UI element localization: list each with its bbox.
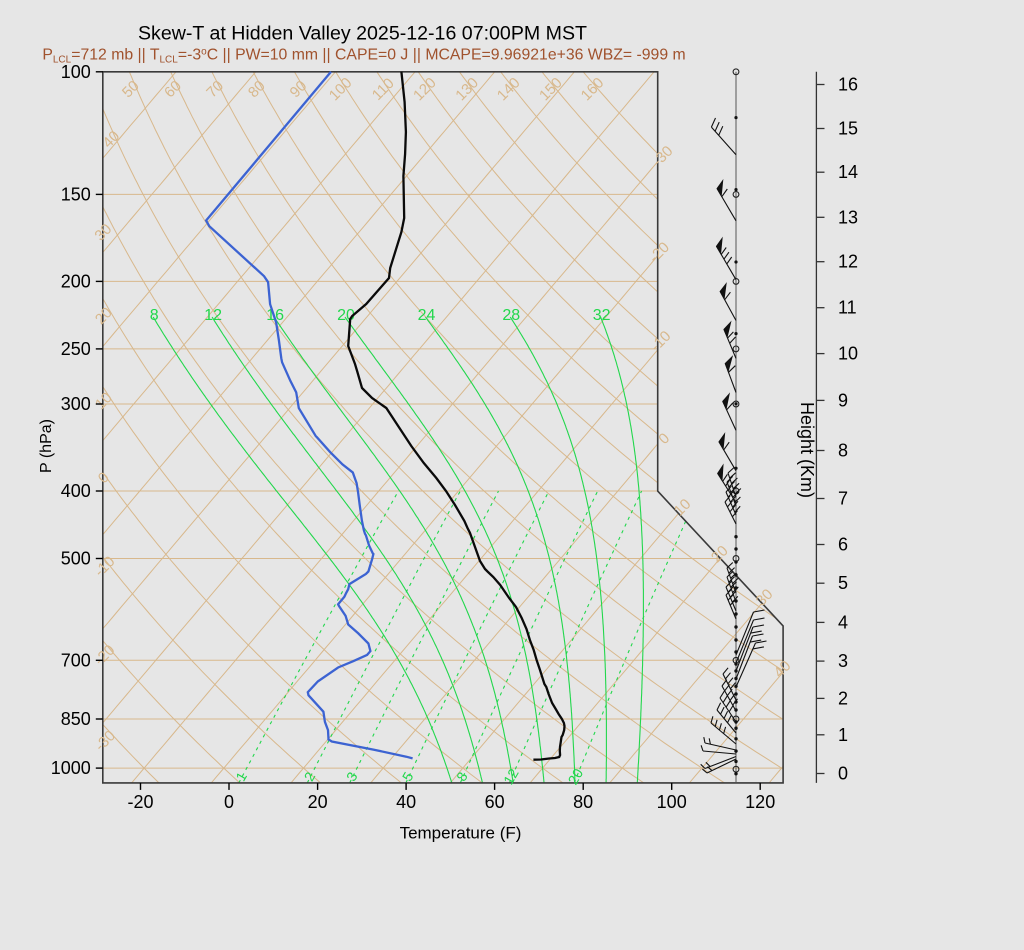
- svg-text:8: 8: [838, 441, 848, 461]
- svg-text:12: 12: [204, 307, 222, 324]
- svg-text:14: 14: [838, 162, 858, 182]
- svg-text:500: 500: [61, 549, 91, 569]
- svg-text:28: 28: [502, 307, 520, 324]
- svg-text:1000: 1000: [51, 758, 91, 778]
- svg-text:120: 120: [745, 792, 775, 812]
- svg-text:250: 250: [61, 339, 91, 359]
- svg-text:11: 11: [838, 298, 857, 318]
- svg-text:Height (Km): Height (Km): [797, 402, 817, 498]
- svg-text:16: 16: [838, 75, 858, 95]
- svg-text:7: 7: [838, 489, 848, 509]
- svg-text:6: 6: [838, 535, 848, 555]
- svg-text:8: 8: [150, 307, 159, 324]
- svg-text:32: 32: [593, 307, 611, 324]
- svg-text:700: 700: [61, 650, 91, 670]
- svg-text:300: 300: [61, 394, 91, 414]
- svg-text:13: 13: [838, 207, 858, 227]
- svg-text:20: 20: [308, 792, 328, 812]
- svg-text:80: 80: [573, 792, 593, 812]
- svg-text:150: 150: [61, 184, 91, 204]
- svg-text:PLCL=712 mb || TLCL=-3oC || PW: PLCL=712 mb || TLCL=-3oC || PW=10 mm || …: [42, 47, 685, 66]
- svg-text:100: 100: [61, 62, 91, 82]
- svg-text:12: 12: [500, 766, 522, 788]
- svg-text:3: 3: [838, 651, 848, 671]
- svg-text:Skew-T at Hidden Valley 2025-1: Skew-T at Hidden Valley 2025-12-16 07:00…: [138, 23, 587, 45]
- svg-text:2: 2: [838, 688, 848, 708]
- svg-text:4: 4: [838, 612, 848, 632]
- svg-text:P (hPa): P (hPa): [38, 419, 55, 473]
- svg-text:20: 20: [565, 766, 587, 788]
- svg-text:0: 0: [224, 792, 234, 812]
- svg-text:9: 9: [838, 390, 848, 410]
- svg-text:12: 12: [838, 252, 858, 272]
- svg-text:1: 1: [838, 725, 848, 745]
- svg-text:10: 10: [838, 344, 858, 364]
- svg-text:Temperature (F): Temperature (F): [400, 824, 522, 843]
- svg-text:40: 40: [396, 792, 416, 812]
- svg-text:24: 24: [418, 307, 436, 324]
- svg-text:-20: -20: [127, 792, 153, 812]
- svg-text:400: 400: [61, 481, 91, 501]
- svg-text:15: 15: [838, 119, 858, 139]
- svg-text:5: 5: [838, 573, 848, 593]
- svg-text:850: 850: [61, 709, 91, 729]
- svg-text:200: 200: [61, 271, 91, 291]
- svg-text:100: 100: [657, 792, 687, 812]
- svg-text:60: 60: [485, 792, 505, 812]
- svg-text:0: 0: [838, 764, 848, 784]
- svg-text:16: 16: [266, 307, 284, 324]
